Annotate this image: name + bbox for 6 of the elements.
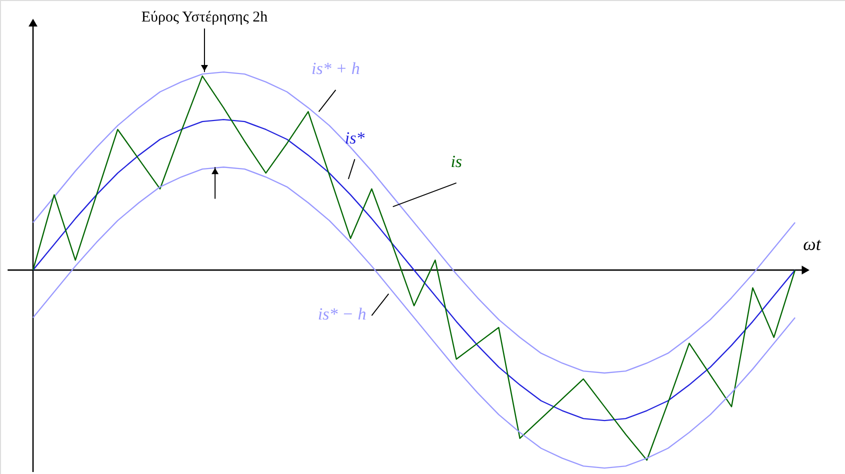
series-label: is* + h [312, 59, 360, 78]
text: is [450, 152, 462, 172]
series-label: is* − h [318, 304, 366, 324]
x-axis-title: ωt [803, 234, 822, 254]
series-label: is* [344, 128, 366, 148]
text: Εύρος Υστέρησης 2h [141, 10, 268, 26]
